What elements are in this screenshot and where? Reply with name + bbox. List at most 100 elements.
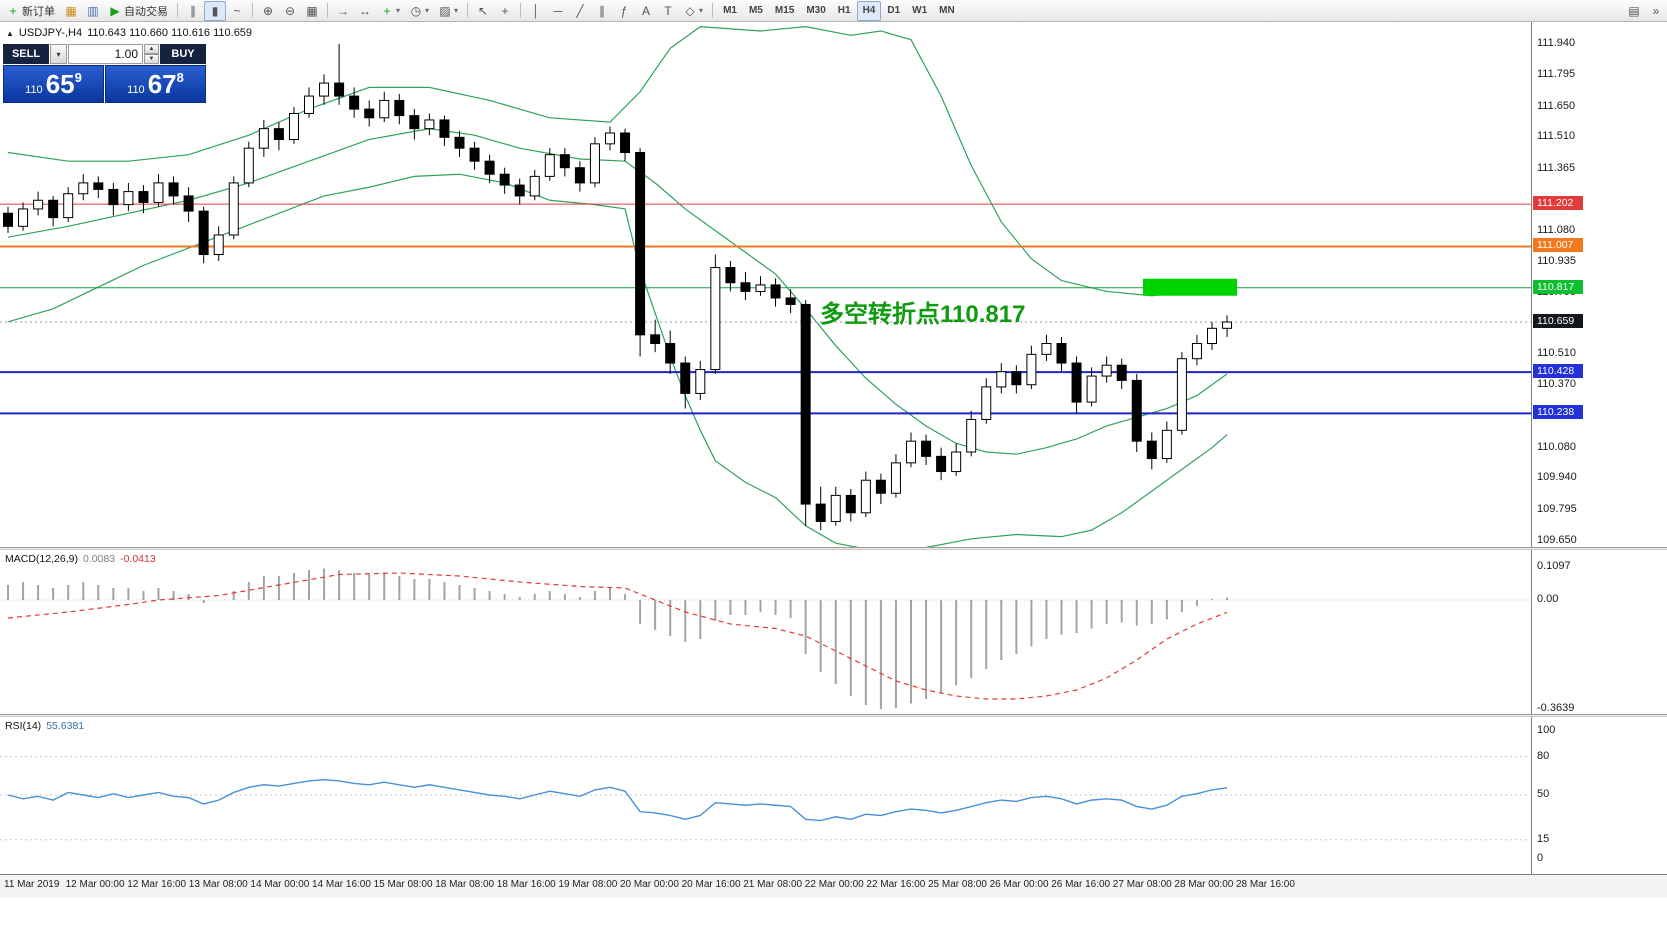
horizontal-line-button[interactable]: ─ <box>547 1 569 21</box>
text-label-button[interactable]: T <box>657 1 679 21</box>
text-icon: A <box>642 3 651 18</box>
sell-price-sup: 9 <box>74 70 82 85</box>
macd-value-signal: -0.0413 <box>120 553 156 565</box>
bar-chart-button[interactable]: ∥ <box>182 1 204 21</box>
vertical-line-button[interactable]: │ <box>525 1 547 21</box>
bear-candle <box>1011 371 1022 386</box>
new-order-button[interactable]: + 新订单 <box>2 1 60 21</box>
new-chart-button[interactable]: ▦ <box>60 1 82 21</box>
trendline-button[interactable]: ╱ <box>569 1 591 21</box>
timeframe-m1-button[interactable]: M1 <box>717 1 743 21</box>
timeframe-h1-button[interactable]: H1 <box>832 1 857 21</box>
more-tools-button[interactable]: » <box>1645 1 1667 21</box>
timeframe-d1-button[interactable]: D1 <box>881 1 906 21</box>
bull-candle <box>544 154 555 177</box>
time-axis[interactable]: 11 Mar 2019 12 Mar 00:00 12 Mar 16:00 13 Ma… <box>0 874 1667 898</box>
bear-candle <box>3 212 13 227</box>
auto-scroll-icon: → <box>337 3 349 18</box>
volume-dropdown[interactable]: ▾ <box>50 44 67 64</box>
indicators-button[interactable]: + ▾ <box>376 1 405 21</box>
timeframe-mn-button[interactable]: MN <box>933 1 961 21</box>
buy-price-prefix: 110 <box>127 84 145 96</box>
price-axis[interactable]: 111.940 111.795 111.650 111.510 111.365 111.0… <box>1531 22 1667 874</box>
time-tick: 18 Mar 16:00 <box>496 879 556 890</box>
fibonacci-button[interactable]: ƒ <box>613 1 635 21</box>
bear-candle <box>680 362 691 394</box>
bear-candle <box>349 95 360 110</box>
pane-separator[interactable] <box>0 547 1667 550</box>
macd-tick: -0.3639 <box>1537 702 1575 715</box>
time-tick: 15 Mar 08:00 <box>373 879 433 890</box>
timeframe-m15-button[interactable]: M15 <box>769 1 800 21</box>
line-chart-icon: ~ <box>233 3 241 18</box>
periods-button[interactable]: ◷ ▾ <box>405 1 434 21</box>
bear-candle <box>635 152 646 336</box>
main-chart-pane[interactable]: ▲ USDJPY-,H4 110.643 110.660 110.616 110… <box>0 22 1531 547</box>
timeframe-m30-button[interactable]: M30 <box>800 1 831 21</box>
bear-candle <box>394 99 405 117</box>
bull-candle <box>605 132 615 145</box>
arrange-windows-button[interactable]: ▤ <box>1623 1 1645 21</box>
rsi-svg <box>0 756 1531 841</box>
templates-button[interactable]: ▨ ▾ <box>434 1 463 21</box>
highlight-rectangle[interactable] <box>1143 278 1237 296</box>
text-button[interactable]: A <box>635 1 657 21</box>
bull-candle <box>589 143 600 184</box>
zoom-in-button[interactable]: ⊕ <box>257 1 279 21</box>
tile-windows-icon: ▦ <box>306 3 318 18</box>
bull-candle <box>981 386 992 420</box>
candlestick-icon: ▮ <box>211 3 219 18</box>
panel-collapse-icon[interactable]: ▲ <box>6 28 14 38</box>
zoom-out-icon: ⊖ <box>284 3 296 18</box>
bear-candle <box>1116 364 1127 381</box>
buy-button[interactable]: 110 67 8 <box>105 65 206 103</box>
buy-price-big: 67 <box>147 69 177 99</box>
crosshair-button[interactable]: + <box>494 1 516 21</box>
bear-candle <box>469 147 480 162</box>
timeframe-m5-button[interactable]: M5 <box>743 1 769 21</box>
indicators-icon: + <box>383 3 391 18</box>
zoom-in-icon: ⊕ <box>262 3 274 18</box>
price-level-badge: 111.202 <box>1533 196 1583 211</box>
sell-caption[interactable]: SELL <box>3 44 49 64</box>
price-level-badge: 110.817 <box>1533 279 1583 294</box>
more-tools-icon: » <box>1652 3 1660 18</box>
stepper-up-icon[interactable]: ▲ <box>144 44 159 54</box>
line-chart-button[interactable]: ~ <box>226 1 248 21</box>
arrows-button[interactable]: ◇ ▾ <box>679 1 708 21</box>
tile-windows-button[interactable]: ▦ <box>301 1 323 21</box>
bear-candle <box>409 115 420 130</box>
buy-caption[interactable]: BUY <box>160 44 206 64</box>
bull-candle <box>304 95 314 114</box>
profiles-button[interactable]: ▥ <box>82 1 104 21</box>
pane-separator[interactable] <box>0 714 1667 717</box>
volume-stepper[interactable]: ▲ ▼ <box>144 44 159 64</box>
bull-candle <box>1101 364 1112 377</box>
macd-pane[interactable]: MACD(12,26,9) 0.0083 -0.0413 <box>0 550 1531 714</box>
stepper-down-icon[interactable]: ▼ <box>144 54 159 64</box>
bull-candle <box>529 175 540 197</box>
rsi-pane[interactable]: RSI(14) 55.6381 <box>0 717 1531 874</box>
cursor-button[interactable]: ↖ <box>472 1 494 21</box>
toolbar-separator <box>177 3 178 18</box>
auto-scroll-button[interactable]: → <box>332 1 354 21</box>
equidistant-channel-button[interactable]: ∥ <box>591 1 613 21</box>
autotrading-button[interactable]: ▶ 自动交易 <box>104 1 173 21</box>
pivot-annotation[interactable]: 多空转折点110.817 <box>820 301 1026 328</box>
time-tick: 14 Mar 00:00 <box>250 879 310 890</box>
rsi-tick: 80 <box>1537 749 1550 762</box>
zoom-out-button[interactable]: ⊖ <box>279 1 301 21</box>
candlestick-chart-button[interactable]: ▮ <box>204 0 226 21</box>
macd-title: MACD(12,26,9) <box>5 553 78 565</box>
bear-candle <box>1131 379 1142 442</box>
timeframe-w1-button[interactable]: W1 <box>906 1 933 21</box>
timeframe-h1-button-label: H1 <box>837 5 851 16</box>
chart-shift-button[interactable]: ↔ <box>354 1 376 21</box>
timeframe-h4-button[interactable]: H4 <box>856 0 882 21</box>
volume-input[interactable]: 1.00 <box>68 44 143 64</box>
chevron-down-icon: ▾ <box>396 6 401 15</box>
bear-candle <box>650 334 661 345</box>
sell-button[interactable]: 110 65 9 <box>3 65 104 103</box>
timeframe-w1-button-label: W1 <box>912 5 928 16</box>
